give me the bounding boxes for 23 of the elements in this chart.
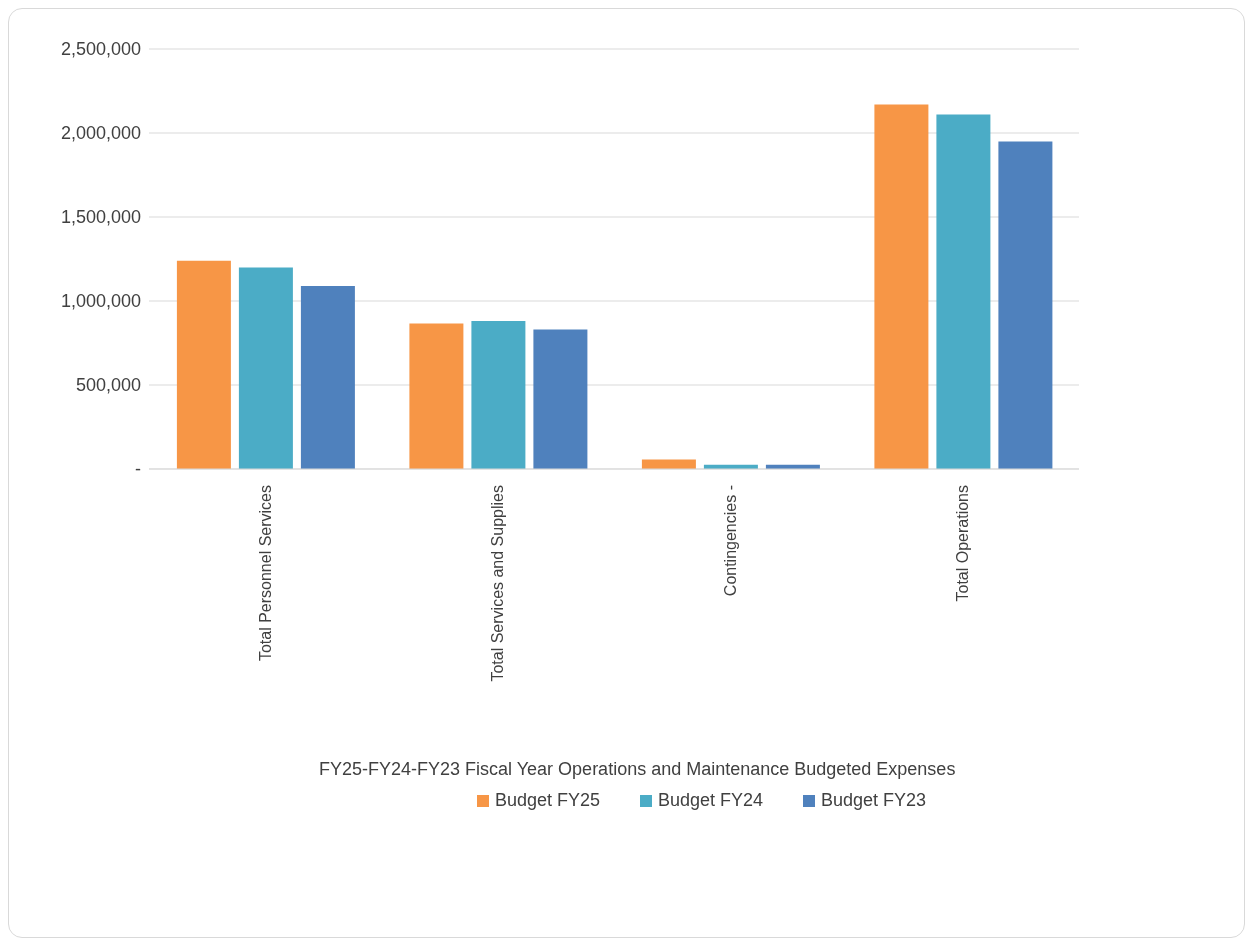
x-tick-label: Contingencies - bbox=[721, 485, 739, 597]
x-tick-label: Total Operations bbox=[954, 485, 972, 602]
legend-label: Budget FY25 bbox=[494, 790, 600, 811]
y-tick-label: 2,500,000 bbox=[60, 39, 141, 60]
bar bbox=[409, 323, 464, 469]
bar bbox=[300, 285, 355, 469]
y-tick-label: 1,500,000 bbox=[60, 207, 141, 228]
bar bbox=[176, 260, 231, 469]
y-tick-label: 1,000,000 bbox=[60, 291, 141, 312]
x-tick-label: Total Services and Supplies bbox=[489, 485, 507, 682]
bar bbox=[533, 329, 588, 469]
bar bbox=[471, 320, 526, 469]
bar bbox=[936, 114, 991, 469]
y-tick-label: 500,000 bbox=[75, 375, 141, 396]
bar bbox=[238, 267, 293, 469]
x-tick-label: Total Personnel Services bbox=[256, 485, 274, 662]
y-tick-label: - bbox=[135, 459, 141, 480]
legend-label: Budget FY24 bbox=[657, 790, 764, 811]
bar bbox=[998, 141, 1053, 469]
bar bbox=[874, 104, 929, 469]
text: FY25-FY24-FY23 Fiscal Year Operations and Maintenance Budgeted Expenses bbox=[319, 759, 957, 780]
y-tick-label: 2,000,000 bbox=[60, 123, 141, 144]
legend-label: Budget FY23 bbox=[821, 790, 927, 811]
